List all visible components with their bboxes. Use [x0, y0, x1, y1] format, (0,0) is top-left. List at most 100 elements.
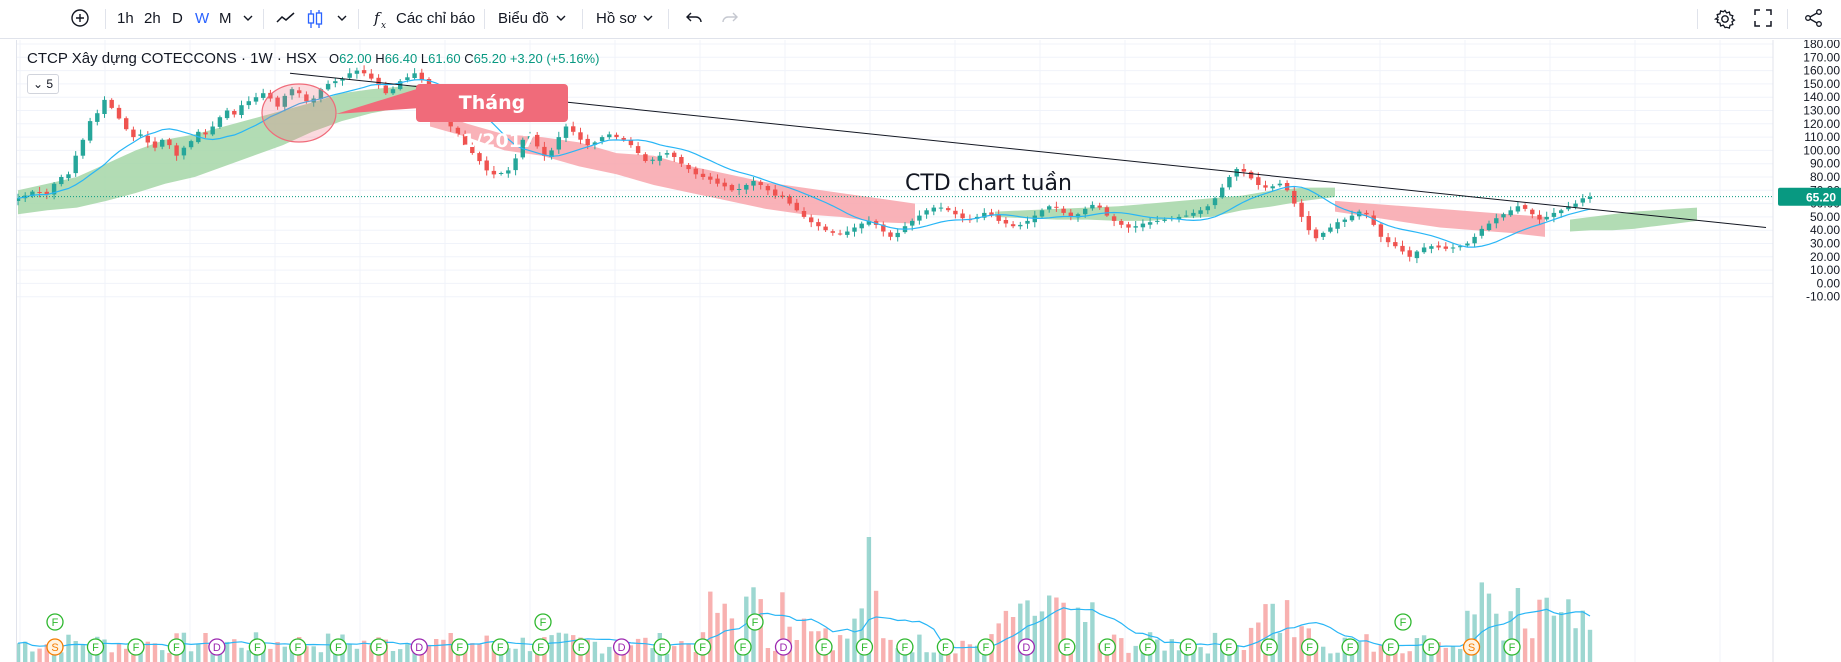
add-symbol-icon[interactable]: [70, 8, 90, 28]
volume-bar: [477, 644, 482, 662]
candle-body: [773, 189, 778, 196]
chevron-down-icon[interactable]: [242, 12, 254, 24]
undo-icon[interactable]: [684, 8, 704, 28]
volume-bar: [679, 641, 684, 662]
volume-bar: [15, 643, 21, 662]
drawing-overlays: [261, 83, 420, 143]
candle-body: [1335, 222, 1340, 229]
chevron-down-icon[interactable]: [555, 12, 567, 24]
candle-body: [95, 113, 100, 122]
candle-body: [1126, 224, 1131, 228]
chart-text-note[interactable]: CTD chart tuần: [905, 171, 1072, 196]
price-tick-label: 10.00: [1810, 263, 1840, 277]
event-marker: [977, 638, 995, 656]
volume-bar: [1018, 603, 1023, 662]
candle-body: [1205, 206, 1210, 211]
interval-m[interactable]: M: [219, 10, 232, 27]
callout-label[interactable]: Tháng 11/2017: [416, 84, 568, 152]
volume-bar: [830, 650, 835, 662]
volume-bar: [1284, 600, 1290, 662]
event-marker-label: F: [699, 642, 706, 654]
volume-bar: [1003, 610, 1009, 662]
chevron-down-icon[interactable]: [336, 12, 348, 24]
candle-body: [1472, 236, 1477, 244]
volume-bar: [513, 648, 518, 662]
candle-body: [527, 134, 533, 140]
settings-gear-icon[interactable]: [1714, 8, 1736, 30]
price-axis: 180.00170.00160.00150.00140.00130.00120.…: [1778, 40, 1841, 304]
candlestick-icon[interactable]: [306, 8, 324, 30]
candle-body: [910, 220, 915, 226]
volume-bar: [405, 644, 410, 662]
candle-body: [59, 177, 64, 185]
volume-bar: [1083, 622, 1088, 662]
candle-body: [506, 170, 511, 174]
volume-bar: [44, 644, 49, 662]
volume-bar: [347, 643, 352, 662]
candle-body: [1364, 212, 1369, 215]
candle-body: [462, 134, 468, 146]
interval-d[interactable]: D: [172, 10, 183, 27]
volume-bar: [196, 644, 201, 662]
function-icon[interactable]: f x: [372, 8, 390, 30]
fullscreen-icon[interactable]: [1753, 8, 1773, 28]
volume-bar: [1450, 646, 1456, 662]
event-marker-label: F: [861, 642, 868, 654]
volume-bar: [188, 651, 194, 662]
symbol-title[interactable]: CTCP Xây dựng COTECCONS · 1W · HSX: [27, 50, 317, 67]
highlight-circle: [261, 83, 337, 143]
candle-body: [203, 132, 208, 135]
volume-bar: [116, 643, 122, 662]
interval-2h[interactable]: 2h: [144, 10, 161, 27]
volume-bar: [1047, 595, 1052, 662]
volume-bar: [426, 644, 432, 662]
candle-body: [1263, 185, 1268, 188]
candle-body: [881, 224, 886, 232]
share-icon[interactable]: [1804, 8, 1824, 28]
price-chart[interactable]: 180.00170.00160.00150.00140.00130.00120.…: [0, 40, 1841, 662]
candle-body: [1580, 198, 1585, 203]
interval-w[interactable]: W: [195, 10, 210, 27]
volume-bar: [282, 646, 287, 662]
candle-body: [116, 107, 122, 119]
redo-icon[interactable]: [720, 8, 740, 28]
event-marker: [208, 638, 226, 656]
price-tick-label: 0.00: [1817, 276, 1841, 290]
candle-body: [347, 73, 352, 78]
volume-bar: [527, 651, 533, 662]
volume-bar: [311, 646, 316, 662]
candle-body: [556, 137, 561, 150]
profile-menu-button[interactable]: Hồ sơ: [596, 10, 637, 27]
candle-body: [1191, 212, 1196, 216]
volume-bar: [325, 633, 331, 662]
price-tick-label: 160.00: [1803, 64, 1840, 78]
event-marker: [1220, 638, 1238, 656]
chart-menu-button[interactable]: Biểu đồ: [498, 10, 549, 27]
line-chart-icon[interactable]: [275, 8, 297, 28]
event-marker-label: F: [294, 642, 301, 654]
candle-body: [982, 212, 987, 218]
candle-body: [1176, 216, 1182, 219]
candle-body: [693, 168, 698, 175]
volume-bar: [361, 640, 367, 662]
volume-bar: [333, 648, 338, 662]
candle-body: [217, 117, 223, 127]
volume-bar: [917, 634, 922, 662]
indicator-collapse-button[interactable]: ⌄ 5: [27, 74, 59, 94]
event-marker: [855, 638, 874, 656]
candle-body: [700, 173, 706, 177]
indicators-button[interactable]: Các chỉ báo: [396, 10, 476, 27]
volume-bar: [232, 639, 237, 662]
volume-bar: [73, 641, 78, 662]
candle-body: [1047, 206, 1052, 210]
volume-bar: [614, 646, 619, 662]
candle-body: [1097, 205, 1102, 208]
event-marker: [491, 638, 509, 656]
chevron-down-icon[interactable]: [642, 12, 654, 24]
event-marker: [896, 638, 914, 656]
event-marker-label: F: [133, 642, 140, 654]
interval-1h[interactable]: 1h: [117, 10, 134, 27]
candle-body: [1421, 247, 1427, 253]
volume-bar: [1270, 603, 1275, 662]
candle-body: [448, 119, 453, 127]
